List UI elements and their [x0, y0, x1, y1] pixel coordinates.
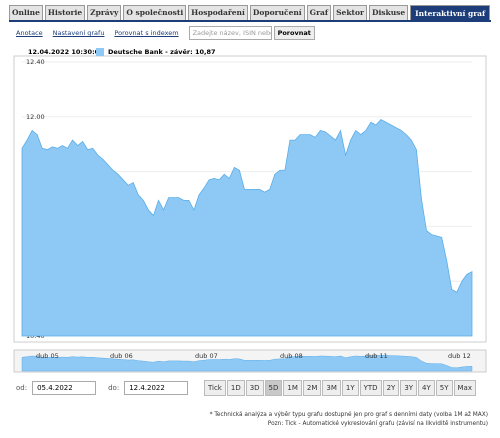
- compare-button[interactable]: Porovnat: [273, 26, 315, 40]
- area: [21, 119, 473, 337]
- tab[interactable]: Hospodaření: [188, 5, 248, 20]
- note: * Technická analýza a výběr typu grafu d…: [209, 412, 488, 418]
- tab-bar: Online Historie Zprávy O společnosti Hospoda…: [9, 5, 491, 22]
- range-button[interactable]: 3D: [245, 380, 264, 396]
- from-label: od:: [16, 384, 28, 392]
- tab[interactable]: Graf: [306, 5, 332, 20]
- navigator-area: [21, 354, 473, 372]
- tab[interactable]: Online: [9, 5, 43, 20]
- legend-label: Deutsche Bank - závěr: 10,87: [108, 48, 216, 56]
- y-tick-label: 12.00: [26, 113, 45, 121]
- range-button[interactable]: 1Y: [341, 380, 359, 396]
- range-button[interactable]: 5D: [264, 380, 283, 396]
- range-button[interactable]: 3Y: [400, 380, 418, 396]
- timestamp: 12.04.2022 10:30:00: [28, 48, 104, 56]
- annotations-menu[interactable]: Anotace: [16, 29, 43, 37]
- range-button[interactable]: Tick: [203, 380, 226, 396]
- range-buttons: Tick 1D 3D 5D 1M 2M 3M 1Y YTD 2Y 3Y 4Y 5Y Max: [203, 380, 476, 396]
- range-button[interactable]: 1M: [283, 380, 302, 396]
- navigator-label: dub 07: [195, 352, 218, 360]
- range-bar: od: 05.4.2022 do: 12.4.2022 Tick 1D 3D 5D 1M…: [16, 380, 476, 396]
- range-button[interactable]: YTD: [359, 380, 382, 396]
- range-button[interactable]: 3M: [322, 380, 341, 396]
- tab[interactable]: Sektor: [333, 5, 367, 20]
- navigator-label: dub 11: [365, 352, 388, 360]
- note: Pozn: Tick - Automatické vykreslování gr…: [267, 421, 488, 427]
- range-button[interactable]: 5Y: [435, 380, 453, 396]
- tab[interactable]: Historie: [44, 5, 86, 20]
- navigator-label: dub 05: [36, 352, 59, 360]
- navigator-label: dub 06: [110, 352, 133, 360]
- tab[interactable]: O společnosti: [123, 5, 187, 20]
- settings-menu[interactable]: Nastavení grafu: [52, 29, 105, 37]
- navigator-label: dub 08: [280, 352, 303, 360]
- to-label: do:: [108, 384, 120, 392]
- legend-swatch: [96, 48, 104, 56]
- chart: 12.04.2022 10:30:00 Deutsche Bank - závě…: [13, 48, 487, 373]
- range-button[interactable]: 4Y: [418, 380, 435, 396]
- tab[interactable]: Doporučení: [249, 5, 305, 20]
- to-input[interactable]: 12.4.2022: [124, 381, 189, 395]
- toolbar: Anotace Nastavení grafu Porovnat s index…: [16, 26, 315, 40]
- tab[interactable]: Zprávy: [87, 5, 122, 20]
- from-input[interactable]: 05.4.2022: [32, 381, 97, 395]
- compare-menu[interactable]: Porovnat s indexem: [114, 29, 179, 37]
- y-tick-label: 12.40: [26, 58, 45, 66]
- range-button[interactable]: Max: [453, 380, 476, 396]
- range-button[interactable]: 2Y: [382, 380, 400, 396]
- tab[interactable]: Diskuse: [368, 5, 409, 20]
- tab[interactable]: Interaktivní graf: [410, 5, 491, 20]
- range-button[interactable]: 1D: [226, 380, 245, 396]
- range-button[interactable]: 2M: [302, 380, 322, 396]
- navigator-label: dub 12: [448, 352, 471, 360]
- search-input[interactable]: Zadejte název, ISIN nebo: [188, 26, 272, 40]
